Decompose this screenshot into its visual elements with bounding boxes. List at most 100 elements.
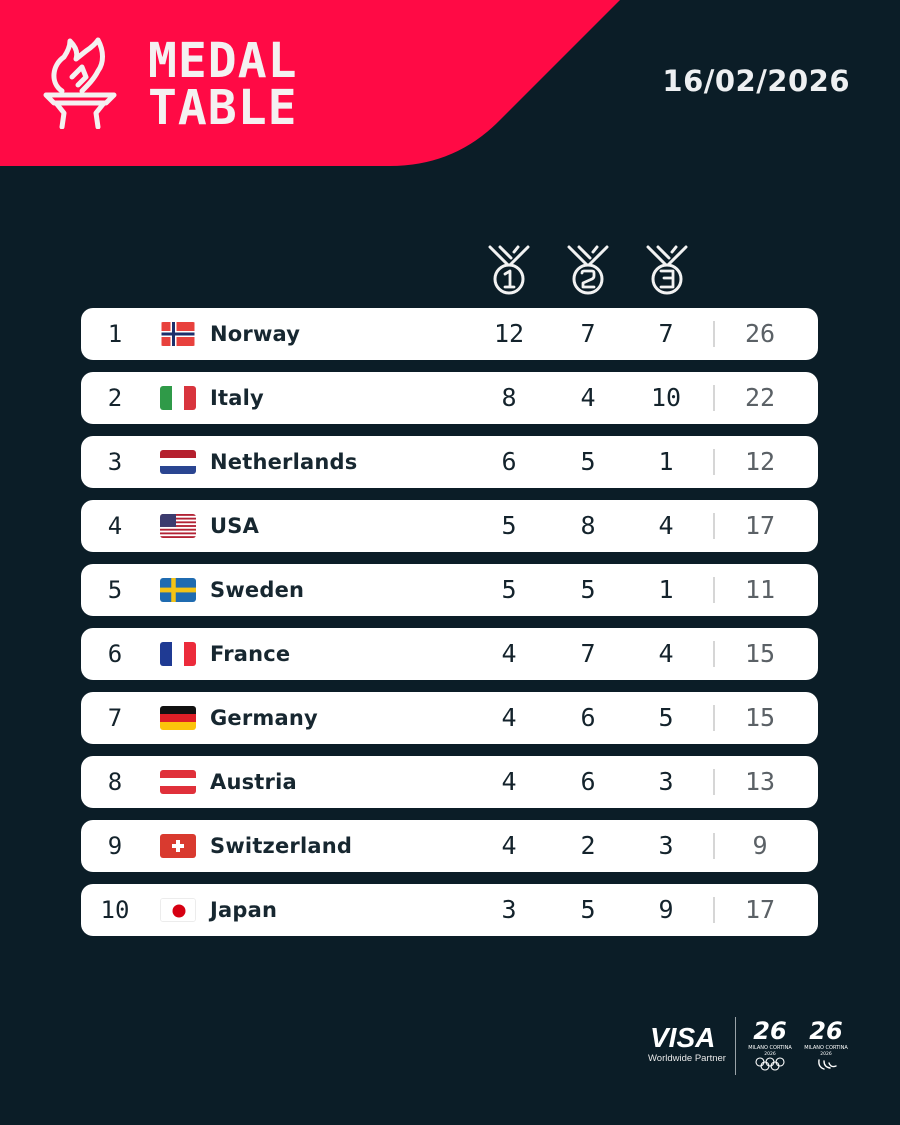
rank: 6 — [107, 640, 123, 668]
title-line-2: TABLE — [148, 80, 298, 136]
silver-count: 6 — [580, 767, 596, 796]
france-flag-icon — [160, 642, 196, 666]
table-row[interactable]: 2 Italy 8 4 10 22 — [81, 372, 818, 424]
table-row[interactable]: 7 Germany 4 6 5 15 — [81, 692, 818, 744]
total-count: 15 — [744, 639, 776, 668]
silver-count: 6 — [580, 703, 596, 732]
sponsor-footer: VISA Worldwide Partner 26 MILANO CORTINA… — [640, 1015, 860, 1077]
bronze-count: 3 — [658, 767, 674, 796]
bronze-count: 10 — [650, 383, 682, 412]
country-name: Japan — [210, 898, 278, 922]
header-red-shape — [0, 0, 620, 166]
rank: 3 — [107, 448, 123, 476]
switzerland-flag-icon — [160, 834, 196, 858]
sweden-flag-icon — [160, 578, 196, 602]
silver-count: 5 — [580, 895, 596, 924]
italy-flag-icon — [160, 386, 196, 410]
total-count: 22 — [744, 383, 776, 412]
total-count: 11 — [744, 575, 776, 604]
footer-divider — [735, 1017, 736, 1075]
japan-flag-icon — [160, 898, 196, 922]
country-name: Norway — [210, 322, 301, 346]
country-name: Germany — [210, 706, 318, 730]
column-divider — [713, 705, 715, 731]
silver-count: 5 — [580, 575, 596, 604]
country-name: Italy — [210, 386, 264, 410]
total-count: 15 — [744, 703, 776, 732]
bronze-count: 3 — [658, 831, 674, 860]
milano-cortina-olympics-logo: 26 MILANO CORTINA 2026 — [744, 1015, 796, 1077]
visa-tagline: Worldwide Partner — [648, 1053, 726, 1064]
column-divider — [713, 769, 715, 795]
gold-count: 4 — [501, 767, 517, 796]
column-divider — [713, 897, 715, 923]
bronze-count: 5 — [658, 703, 674, 732]
country-name: Switzerland — [210, 834, 353, 858]
silver-count: 8 — [580, 511, 596, 540]
silver-count: 5 — [580, 447, 596, 476]
rank: 7 — [107, 704, 123, 732]
table-row[interactable]: 1 Norway 12 7 7 26 — [81, 308, 818, 360]
svg-text:26: 26 — [753, 1017, 786, 1045]
total-count: 9 — [752, 831, 768, 860]
milano-cortina-paralympics-logo: 26 MILANO CORTINA 2026 — [800, 1015, 852, 1077]
column-divider — [713, 449, 715, 475]
table-row[interactable]: 5 Sweden 5 5 1 11 — [81, 564, 818, 616]
norway-flag-icon — [160, 322, 196, 346]
column-divider — [713, 577, 715, 603]
column-divider — [713, 321, 715, 347]
netherlands-flag-icon — [160, 450, 196, 474]
table-row[interactable]: 6 France 4 7 4 15 — [81, 628, 818, 680]
rank: 4 — [107, 512, 123, 540]
svg-text:MILANO CORTINA: MILANO CORTINA — [804, 1045, 848, 1051]
bronze-count: 4 — [658, 639, 674, 668]
gold-count: 12 — [493, 319, 525, 348]
usa-flag-icon — [160, 514, 196, 538]
svg-text:MILANO CORTINA: MILANO CORTINA — [748, 1045, 792, 1051]
table-row[interactable]: 10 Japan 3 5 9 17 — [81, 884, 818, 936]
total-count: 12 — [744, 447, 776, 476]
country-name: Netherlands — [210, 450, 358, 474]
total-count: 13 — [744, 767, 776, 796]
gold-count: 3 — [501, 895, 517, 924]
medal-1-icon — [484, 243, 534, 297]
bronze-count: 1 — [658, 447, 674, 476]
rank: 2 — [107, 384, 123, 412]
page-title: MEDAL TABLE — [148, 33, 298, 136]
germany-flag-icon — [160, 706, 196, 730]
silver-count: 2 — [580, 831, 596, 860]
country-name: Sweden — [210, 578, 305, 602]
visa-logo: VISA — [650, 1022, 716, 1053]
gold-count: 5 — [501, 511, 517, 540]
country-name: France — [210, 642, 291, 666]
svg-text:2026: 2026 — [764, 1051, 776, 1057]
table-row[interactable]: 8 Austria 4 6 3 13 — [81, 756, 818, 808]
total-count: 26 — [744, 319, 776, 348]
table-row[interactable]: 4 USA 5 8 4 17 — [81, 500, 818, 552]
table-row[interactable]: 3 Netherlands 6 5 1 12 — [81, 436, 818, 488]
gold-count: 4 — [501, 639, 517, 668]
medal-3-icon — [642, 243, 692, 297]
country-name: USA — [210, 514, 260, 538]
svg-text:26: 26 — [809, 1017, 842, 1045]
bronze-count: 1 — [658, 575, 674, 604]
medal-table: 1 Norway 12 7 7 26 2 Italy 8 4 10 22 3 N… — [81, 308, 818, 948]
silver-count: 4 — [580, 383, 596, 412]
silver-count: 7 — [580, 639, 596, 668]
svg-text:2026: 2026 — [820, 1051, 832, 1057]
title-line-1: MEDAL — [148, 33, 298, 89]
gold-count: 6 — [501, 447, 517, 476]
rank: 9 — [107, 832, 123, 860]
column-divider — [713, 385, 715, 411]
rank: 10 — [100, 896, 130, 924]
gold-count: 8 — [501, 383, 517, 412]
date-label: 16/02/2026 — [662, 64, 850, 98]
rank: 8 — [107, 768, 123, 796]
table-row[interactable]: 9 Switzerland 4 2 3 9 — [81, 820, 818, 872]
gold-count: 5 — [501, 575, 517, 604]
column-divider — [713, 641, 715, 667]
gold-count: 4 — [501, 831, 517, 860]
austria-flag-icon — [160, 770, 196, 794]
torch-icon — [42, 37, 118, 129]
column-divider — [713, 513, 715, 539]
